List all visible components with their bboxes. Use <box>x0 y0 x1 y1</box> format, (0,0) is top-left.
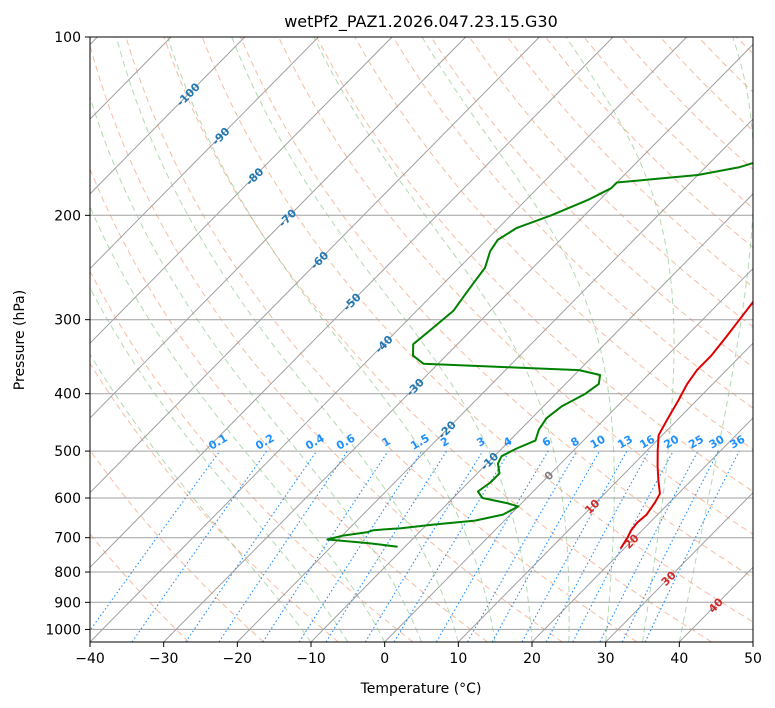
isotherm <box>90 37 688 642</box>
mixing-ratio-line <box>298 450 423 642</box>
plot-frame <box>89 36 754 643</box>
isotherm <box>531 417 753 642</box>
y-tick-label: 100 <box>54 30 81 46</box>
chart-title: wetPf2_PAZ1.2026.047.23.15.G30 <box>284 12 558 32</box>
temperature-profile <box>619 300 753 550</box>
dry-adiabat <box>90 362 339 642</box>
mixing-ratio-line <box>218 450 348 642</box>
isotherm <box>90 37 467 419</box>
moist-adiabat <box>167 37 496 642</box>
y-tick-label: 800 <box>54 565 81 581</box>
mixing-ratio-line <box>131 450 268 642</box>
x-tick-label: −10 <box>296 651 326 667</box>
x-tick-label: 10 <box>449 651 467 667</box>
y-tick-label: 600 <box>54 491 81 507</box>
y-tick-label: 1000 <box>45 622 81 638</box>
y-tick-label: 300 <box>54 313 81 329</box>
dry-adiabat <box>430 37 753 368</box>
moist-adiabat <box>90 205 386 642</box>
moist-adiabat <box>115 37 459 642</box>
isotherm <box>310 193 753 642</box>
moist-adiabat <box>231 37 533 642</box>
y-axis-label: Pressure (hPa) <box>12 290 28 390</box>
isotherm <box>163 43 753 642</box>
mixing-ratio-line <box>262 450 389 642</box>
y-tick-label: 400 <box>54 387 81 403</box>
mixing-ratio-line <box>185 450 318 642</box>
dry-adiabat <box>392 37 753 409</box>
isotherm <box>90 37 540 494</box>
dry-adiabat <box>316 37 753 493</box>
dry-adiabat <box>468 37 753 328</box>
moist-adiabat <box>90 95 422 642</box>
x-tick-label: 50 <box>744 651 762 667</box>
isotherm <box>384 267 753 642</box>
isotherm <box>457 342 753 642</box>
y-tick-label: 200 <box>54 208 81 224</box>
y-tick-label: 700 <box>54 531 81 547</box>
axis-ticks: −40 −30 −20 −10 0 10 20 30 40 50 100 200 300 400 500 60… <box>45 30 762 667</box>
x-tick-label: 40 <box>670 651 688 667</box>
mixing-ratio-line <box>644 450 740 642</box>
dewpoint-profile <box>326 161 753 548</box>
mixing-ratio-line <box>325 450 448 642</box>
dry-adiabat <box>201 37 753 623</box>
isotherm <box>605 491 753 642</box>
dry-adiabat <box>163 37 712 642</box>
mixing-ratio-line <box>90 450 221 632</box>
mixing-ratio-line <box>545 450 650 642</box>
isotherm <box>90 37 614 568</box>
moist-adiabat <box>565 37 675 642</box>
moist-adiabat <box>90 286 349 642</box>
moist-adiabat <box>421 37 615 642</box>
dry-adiabat <box>506 37 753 288</box>
x-tick-label: −40 <box>75 651 105 667</box>
x-tick-label: 20 <box>523 651 541 667</box>
dry-adiabat <box>90 449 264 642</box>
dry-adiabat <box>90 43 563 642</box>
mixing-ratio-line <box>621 450 719 642</box>
x-tick-label: 0 <box>380 651 389 667</box>
profile-lines <box>326 161 753 550</box>
y-tick-label: 900 <box>54 595 81 611</box>
dry-adiabat <box>239 37 753 579</box>
moist-adiabat <box>313 37 570 642</box>
dry-adiabat <box>90 167 488 642</box>
dry-adiabat <box>125 37 638 642</box>
x-tick-label: −30 <box>149 651 179 667</box>
moist-adiabat <box>678 37 753 642</box>
y-tick-label: 500 <box>54 444 81 460</box>
dry-adiabat <box>354 37 753 451</box>
isotherm <box>90 37 393 344</box>
mixing-ratio-line <box>393 450 510 642</box>
isotherm <box>90 37 319 270</box>
isotherm <box>90 37 246 195</box>
mixing-ratio-line <box>521 450 628 642</box>
x-tick-label: 30 <box>597 651 615 667</box>
mixing-ratio-line <box>491 450 600 642</box>
x-tick-label: −20 <box>223 651 253 667</box>
x-axis-label: Temperature (°C) <box>360 681 482 697</box>
mixing-ratio-line <box>364 450 484 642</box>
